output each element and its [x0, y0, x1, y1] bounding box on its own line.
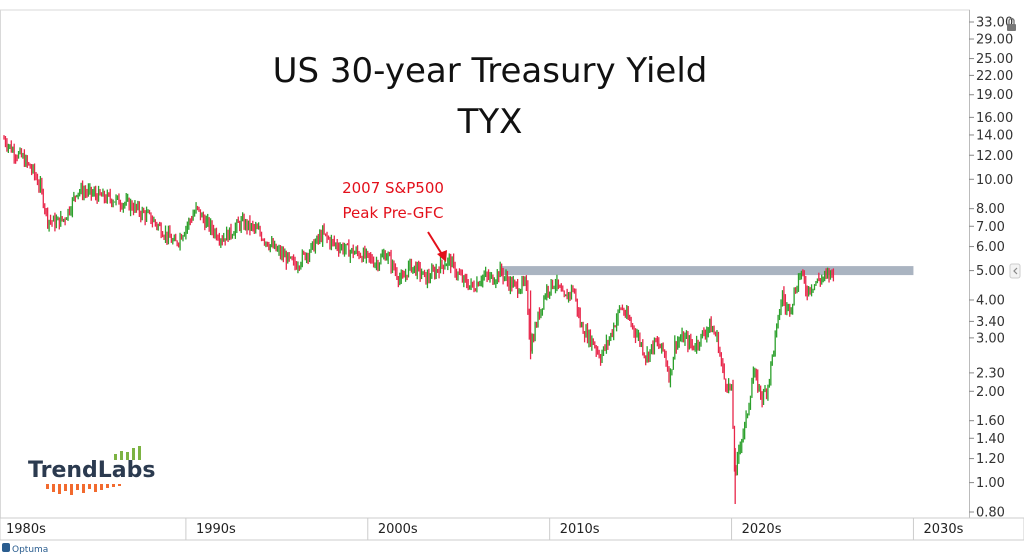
x-tick-label: 2000s	[378, 522, 418, 537]
y-tick-label: 5.00	[976, 264, 1005, 279]
logo-bars-icon	[46, 446, 141, 495]
y-tick-label: 29.00	[976, 33, 1013, 48]
x-tick-label: 2020s	[742, 522, 782, 537]
annotation-line-1: 2007 S&P500	[342, 179, 444, 197]
y-tick-label: 0.80	[976, 506, 1005, 521]
y-tick-label: 3.00	[976, 331, 1005, 346]
y-tick-label: 1.40	[976, 432, 1005, 447]
optuma-icon	[2, 543, 10, 552]
y-tick-label: 12.00	[976, 149, 1013, 164]
y-tick-label: 7.00	[976, 220, 1005, 235]
y-tick-label: 1.00	[976, 476, 1005, 491]
x-axis-band	[0, 517, 1024, 541]
x-tick-label: 1990s	[196, 522, 236, 537]
y-tick-label: 3.40	[976, 315, 1005, 330]
y-tick-label: 10.00	[976, 173, 1013, 188]
optuma-footer: Optuma	[2, 543, 48, 554]
scale-collapse-icon[interactable]	[1009, 263, 1021, 279]
y-tick-label: 6.00	[976, 240, 1005, 255]
chart-title: US 30-year Treasury Yield	[273, 51, 708, 91]
annotation-arrow-icon	[427, 231, 447, 262]
optuma-label: Optuma	[12, 545, 48, 554]
y-tick-label: 2.00	[976, 385, 1005, 400]
x-tick-label: 2010s	[560, 522, 600, 537]
logo-text: TrendLabs	[28, 458, 155, 483]
y-tick-label: 1.20	[976, 452, 1005, 467]
y-tick-label: 8.00	[976, 202, 1005, 217]
chart-subtitle: TYX	[457, 102, 523, 142]
y-tick-label: 22.00	[976, 69, 1013, 84]
y-tick-label: 16.00	[976, 111, 1013, 126]
y-tick-label: 14.00	[976, 128, 1013, 143]
x-tick-label: 2030s	[924, 522, 964, 537]
y-tick-label: 33.00	[976, 16, 1013, 31]
annotation-line-2: Peak Pre-GFC	[343, 204, 444, 222]
x-tick-label: 1980s	[6, 522, 46, 537]
y-tick-label: 1.60	[976, 414, 1005, 429]
y-tick-label: 19.00	[976, 88, 1013, 103]
y-tick-label: 4.00	[976, 293, 1005, 308]
trendlabs-logo: TrendLabs	[28, 446, 155, 495]
lock-icon[interactable]	[1007, 17, 1016, 31]
y-tick-label: 25.00	[976, 52, 1013, 67]
horizontal-band	[500, 266, 914, 276]
y-tick-label: 2.30	[976, 366, 1005, 381]
